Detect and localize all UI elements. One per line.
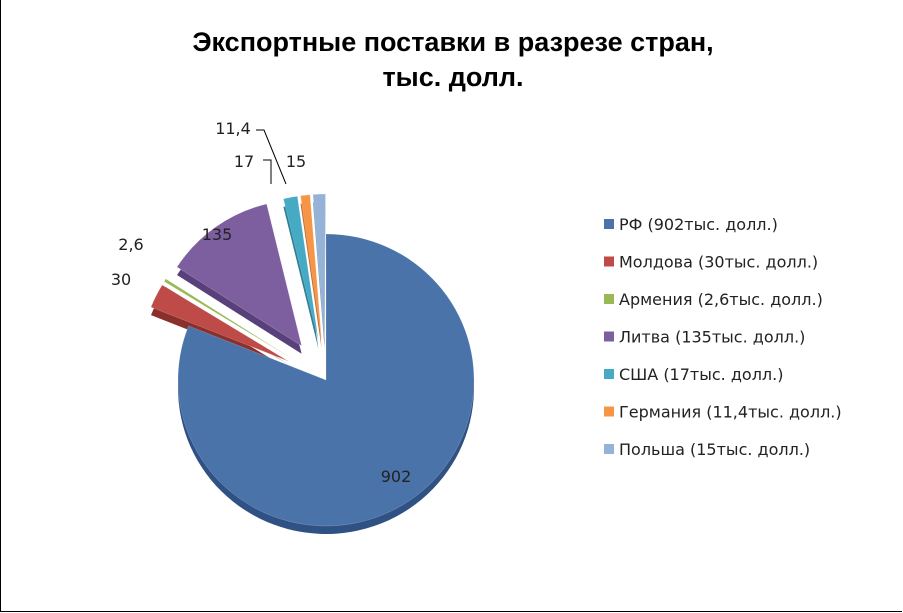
pie-slice xyxy=(312,193,326,341)
legend-swatch xyxy=(604,444,614,454)
data-label: 2,6 xyxy=(118,235,143,254)
chart-title-line2: тыс. долл. xyxy=(382,62,523,92)
legend: РФ (902тыс. долл.) Молдова (30тыс. долл.)… xyxy=(604,215,842,459)
pie-slice xyxy=(177,233,475,527)
data-label: 135 xyxy=(202,225,233,244)
legend-swatch xyxy=(604,331,614,342)
pie-slice xyxy=(150,284,289,362)
leader-line xyxy=(263,159,272,184)
pie-slice xyxy=(176,203,303,347)
pie-slice-side xyxy=(300,202,322,349)
pie-slice-side xyxy=(283,204,319,349)
chart-title-line1: Экспортные поставки в разрезе стран, xyxy=(192,27,713,57)
legend-label: Молдова (30тыс. долл.) xyxy=(619,253,818,272)
legend-label: Польша (15тыс. долл.) xyxy=(619,440,810,459)
legend-swatch xyxy=(604,406,614,417)
legend-label: РФ (902тыс. долл.) xyxy=(619,215,778,234)
data-label: 15 xyxy=(286,152,306,171)
legend-label: Германия (11,4тыс. долл.) xyxy=(619,403,842,422)
leader-line xyxy=(256,129,287,185)
data-label: 902 xyxy=(381,467,412,486)
pie-slice xyxy=(300,194,322,341)
data-label: 17 xyxy=(234,152,254,171)
legend-swatch xyxy=(604,369,614,379)
pie-slice xyxy=(163,278,291,358)
legend-label: Армения (2,6тыс. долл.) xyxy=(619,290,823,309)
pie-slice xyxy=(283,195,319,341)
legend-swatch xyxy=(604,294,614,304)
legend-swatch xyxy=(604,219,614,229)
pie: 902 30 2,6 135 17 11,4 15 xyxy=(111,119,475,534)
legend-label: США (17тыс. долл.) xyxy=(619,365,783,384)
data-label: 11,4 xyxy=(215,119,251,138)
data-label: 30 xyxy=(111,270,131,289)
legend-swatch xyxy=(604,256,614,267)
legend-label: Литва (135тыс. долл.) xyxy=(619,328,805,347)
